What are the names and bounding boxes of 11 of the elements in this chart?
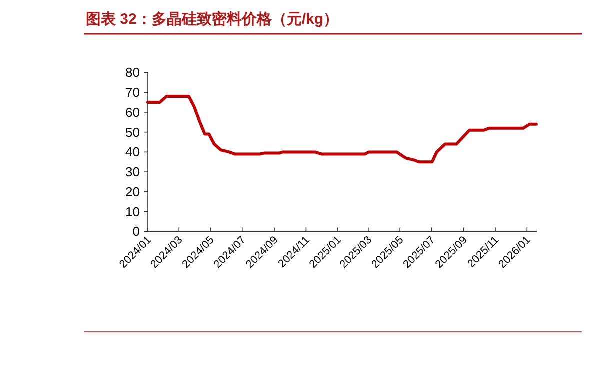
y-tick-label: 50 bbox=[126, 124, 140, 140]
y-tick-label: 70 bbox=[126, 85, 140, 100]
line-series bbox=[146, 95, 538, 164]
y-tick-label: 0 bbox=[132, 224, 140, 240]
y-tick-label: 40 bbox=[126, 144, 140, 160]
y-tick-label: 30 bbox=[126, 164, 140, 180]
chart-title: 图表 32：多晶硅致密料价格（元/kg） bbox=[86, 10, 339, 28]
y-tick-label: 80 bbox=[126, 65, 140, 80]
y-tick-label: 20 bbox=[126, 184, 140, 200]
y-tick-label: 10 bbox=[126, 204, 140, 220]
y-tick-label: 60 bbox=[126, 104, 140, 120]
